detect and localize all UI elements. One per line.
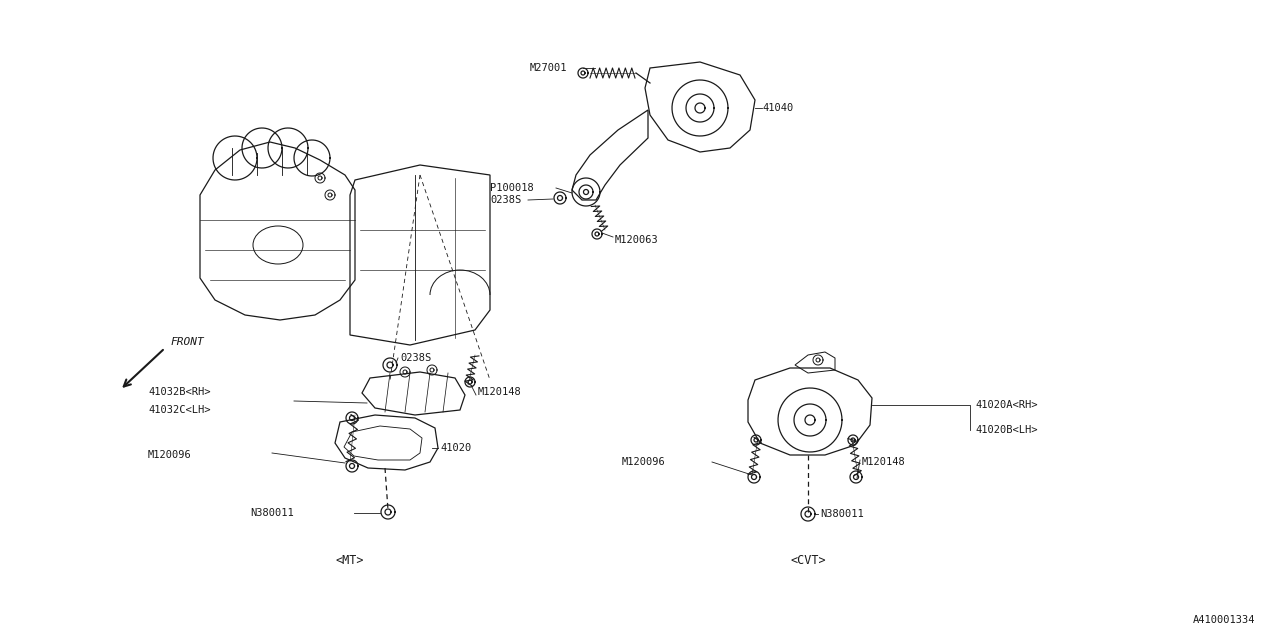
Text: M120096: M120096 — [148, 450, 192, 460]
Text: 41040: 41040 — [762, 103, 794, 113]
Text: FRONT: FRONT — [170, 337, 204, 347]
Text: M120148: M120148 — [861, 457, 906, 467]
Text: 41020: 41020 — [440, 443, 471, 453]
Text: 41032C<LH>: 41032C<LH> — [148, 405, 210, 415]
Text: M120063: M120063 — [614, 235, 659, 245]
Text: P100018: P100018 — [490, 183, 534, 193]
Text: 0238S: 0238S — [401, 353, 431, 363]
Text: 41020A<RH>: 41020A<RH> — [975, 400, 1038, 410]
Text: 41020B<LH>: 41020B<LH> — [975, 425, 1038, 435]
Text: 0238S: 0238S — [490, 195, 521, 205]
Text: M120148: M120148 — [477, 387, 522, 397]
Text: M120096: M120096 — [622, 457, 666, 467]
Text: N380011: N380011 — [820, 509, 864, 519]
Text: <MT>: <MT> — [335, 554, 365, 566]
Text: N380011: N380011 — [250, 508, 293, 518]
Text: M27001: M27001 — [530, 63, 567, 73]
Text: A410001334: A410001334 — [1193, 615, 1254, 625]
Text: <CVT>: <CVT> — [790, 554, 826, 566]
Text: 41032B<RH>: 41032B<RH> — [148, 387, 210, 397]
